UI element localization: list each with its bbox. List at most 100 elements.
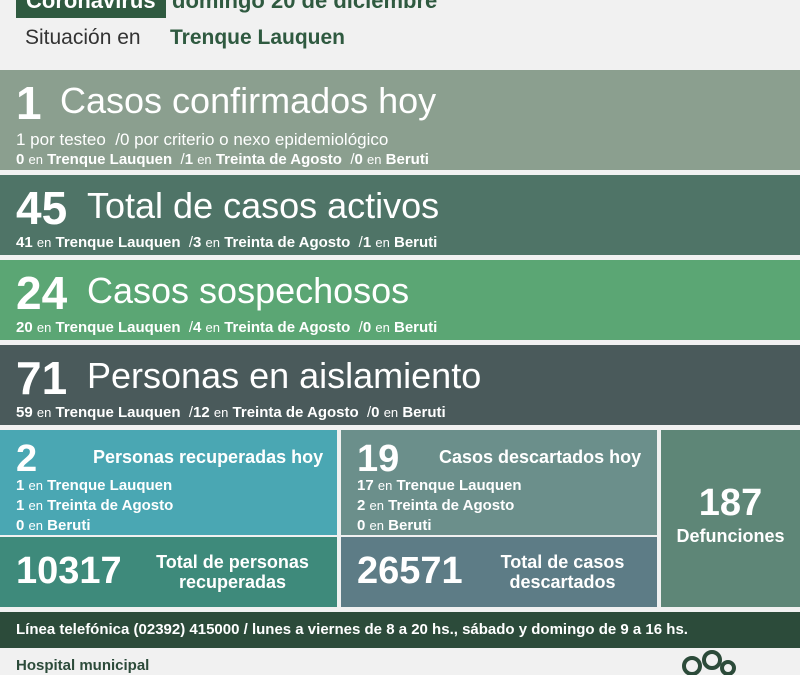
count: 1 [184,151,194,168]
situation-place: Trenque Lauquen [170,26,346,49]
count: 0 [357,517,366,534]
count: 12 [193,404,210,421]
place: Beruti [388,517,432,534]
detail-item: 1 por testeo [16,130,106,149]
band-title: Casos confirmados hoy [60,80,437,121]
band: 1 Casos confirmados hoy 1 por testeo /0 po… [0,70,800,170]
band-number: 24 [16,267,68,319]
count: 20 [16,319,33,336]
hospital: Hospital municipal [16,657,150,674]
place: Trenque Lauquen [47,151,173,168]
discarded-total: 26571 [357,550,463,592]
recovered-total: 10317 [16,550,122,592]
count: 2 [357,497,366,514]
spacer [350,319,358,336]
connector: en [377,478,393,493]
breakdown-row: 2 en Treinta de Agosto [357,496,522,516]
recovered-total-box [0,537,337,607]
spacer [181,319,189,336]
connector: en [367,152,382,167]
spacer [359,404,367,421]
discarded-number: 19 [357,438,400,480]
total-label-line: descartados [509,572,616,592]
spacer [350,234,358,251]
breakdown-row: 17 en Trenque Lauquen [357,476,522,496]
connector: en [205,320,221,335]
connector: en [375,235,390,250]
band: 24 Casos sospechosos 20 en Trenque Lauquen… [0,260,800,340]
count: 0 [16,517,25,534]
total-label-line: recuperadas [178,572,287,592]
connector: en [205,235,221,250]
discarded-title: Casos descartados hoy [439,447,642,467]
band-number: 45 [16,182,68,234]
band-number: 71 [16,352,68,404]
breakdown-row: 1 en Treinta de Agosto [16,496,173,516]
place: Beruti [402,404,446,421]
place: Treinta de Agosto [232,404,359,421]
separator: / [358,234,363,251]
band-title: Casos sospechosos [87,270,410,311]
separator: / [188,319,194,336]
connector: en [369,518,384,533]
connector: en [375,320,390,335]
logo [682,650,736,675]
count: 41 [16,234,33,251]
place: Trenque Lauquen [55,234,181,251]
connector: en [197,152,212,167]
recovered-box [0,430,337,535]
separator: / [188,404,194,421]
connector: en [28,518,43,533]
spacer [106,130,115,149]
total-label: Total de personas recuperadas [150,552,315,592]
total-label-line: Total de casos [500,552,625,572]
breakdown: 17 en Trenque Lauquen 2 en Treinta de Ago… [357,476,522,536]
recovered-number: 2 [16,438,38,480]
connector: en [28,478,43,493]
count: 0 [16,151,25,168]
place: Trenque Lauquen [47,477,173,494]
count: 1 [16,497,25,514]
breakdown: 41 en Trenque Lauquen /3 en Treinta de A… [16,234,437,251]
breakdown-row: 0 en Beruti [357,516,522,536]
place: Treinta de Agosto [215,151,342,168]
place: Trenque Lauquen [55,319,181,336]
separator: / [180,151,185,168]
place: Treinta de Agosto [388,497,515,514]
deaths-box [661,430,800,607]
count: 0 [354,151,363,168]
date: domingo 20 de diciembre [172,0,438,13]
place: Trenque Lauquen [396,477,522,494]
breakdown: 59 en Trenque Lauquen /12 en Treinta de … [16,404,446,421]
place: Beruti [385,151,429,168]
place: Treinta de Agosto [47,497,174,514]
total-label-line: Total de personas [156,552,309,572]
separator: / [188,234,194,251]
count: 1 [16,477,25,494]
place: Trenque Lauquen [55,404,181,421]
connector: en [383,405,399,420]
spacer [181,234,189,251]
band: 71 Personas en aislamiento 59 en Trenque L… [0,345,800,425]
discarded-total-box [341,537,657,607]
band-title: Total de casos activos [87,185,440,226]
band-title: Personas en aislamiento [87,355,482,396]
spacer [181,404,189,421]
place: Treinta de Agosto [224,319,351,336]
place: Beruti [47,517,91,534]
tag: Coronavirus [16,0,166,18]
breakdown: 0 en Trenque Lauquen /1 en Treinta de Ag… [16,151,429,168]
band-number: 1 [16,77,42,129]
breakdown: 20 en Trenque Lauquen /4 en Treinta de A… [16,319,437,336]
connector: en [36,320,52,335]
separator: / [115,130,120,149]
separator: / [367,404,372,421]
deaths-label: Defunciones [676,526,785,546]
recovered-title: Personas recuperadas hoy [93,447,324,467]
count: 59 [16,404,33,421]
count: 0 [371,404,380,421]
count: 4 [193,319,202,336]
discarded-box [341,430,657,535]
breakdown-row: 1 en Trenque Lauquen [16,476,173,496]
